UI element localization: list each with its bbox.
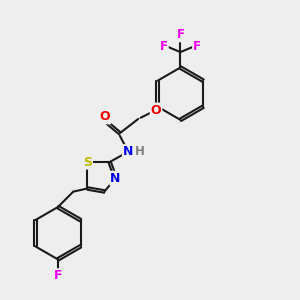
Text: N: N [123, 145, 133, 158]
Text: O: O [151, 103, 161, 116]
Text: N: N [110, 172, 121, 185]
Text: F: F [193, 40, 201, 52]
Text: S: S [83, 156, 92, 169]
Text: H: H [134, 145, 144, 158]
Text: F: F [160, 40, 168, 52]
Text: F: F [54, 269, 62, 282]
Text: O: O [100, 110, 110, 123]
Text: F: F [176, 28, 184, 41]
